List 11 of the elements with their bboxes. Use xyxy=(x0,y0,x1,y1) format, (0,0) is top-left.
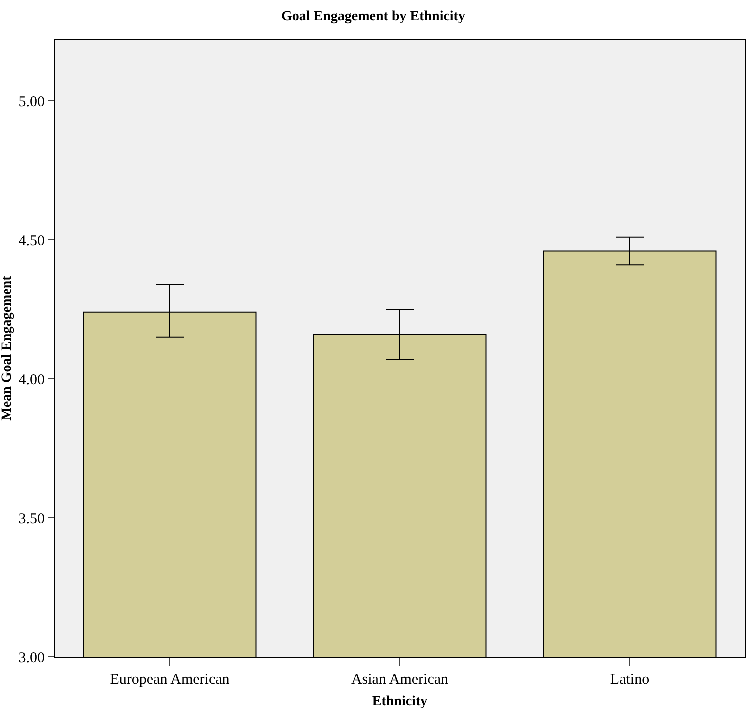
y-tick-label: 3.50 xyxy=(18,511,45,528)
x-tick-label: Asian American xyxy=(351,672,450,688)
x-tick-label: European American xyxy=(110,672,230,688)
y-tick-label: 5.00 xyxy=(18,94,45,110)
y-tick-label: 4.50 xyxy=(18,233,45,250)
chart-title: Goal Engagement by Ethnicity xyxy=(282,10,466,25)
y-tick-label: 3.00 xyxy=(18,650,45,666)
y-tick-label: 4.00 xyxy=(18,372,45,388)
y-axis-title: Mean Goal Engagement xyxy=(0,276,15,421)
x-tick-label: Latino xyxy=(610,672,650,688)
x-axis-title: Ethnicity xyxy=(372,694,428,710)
